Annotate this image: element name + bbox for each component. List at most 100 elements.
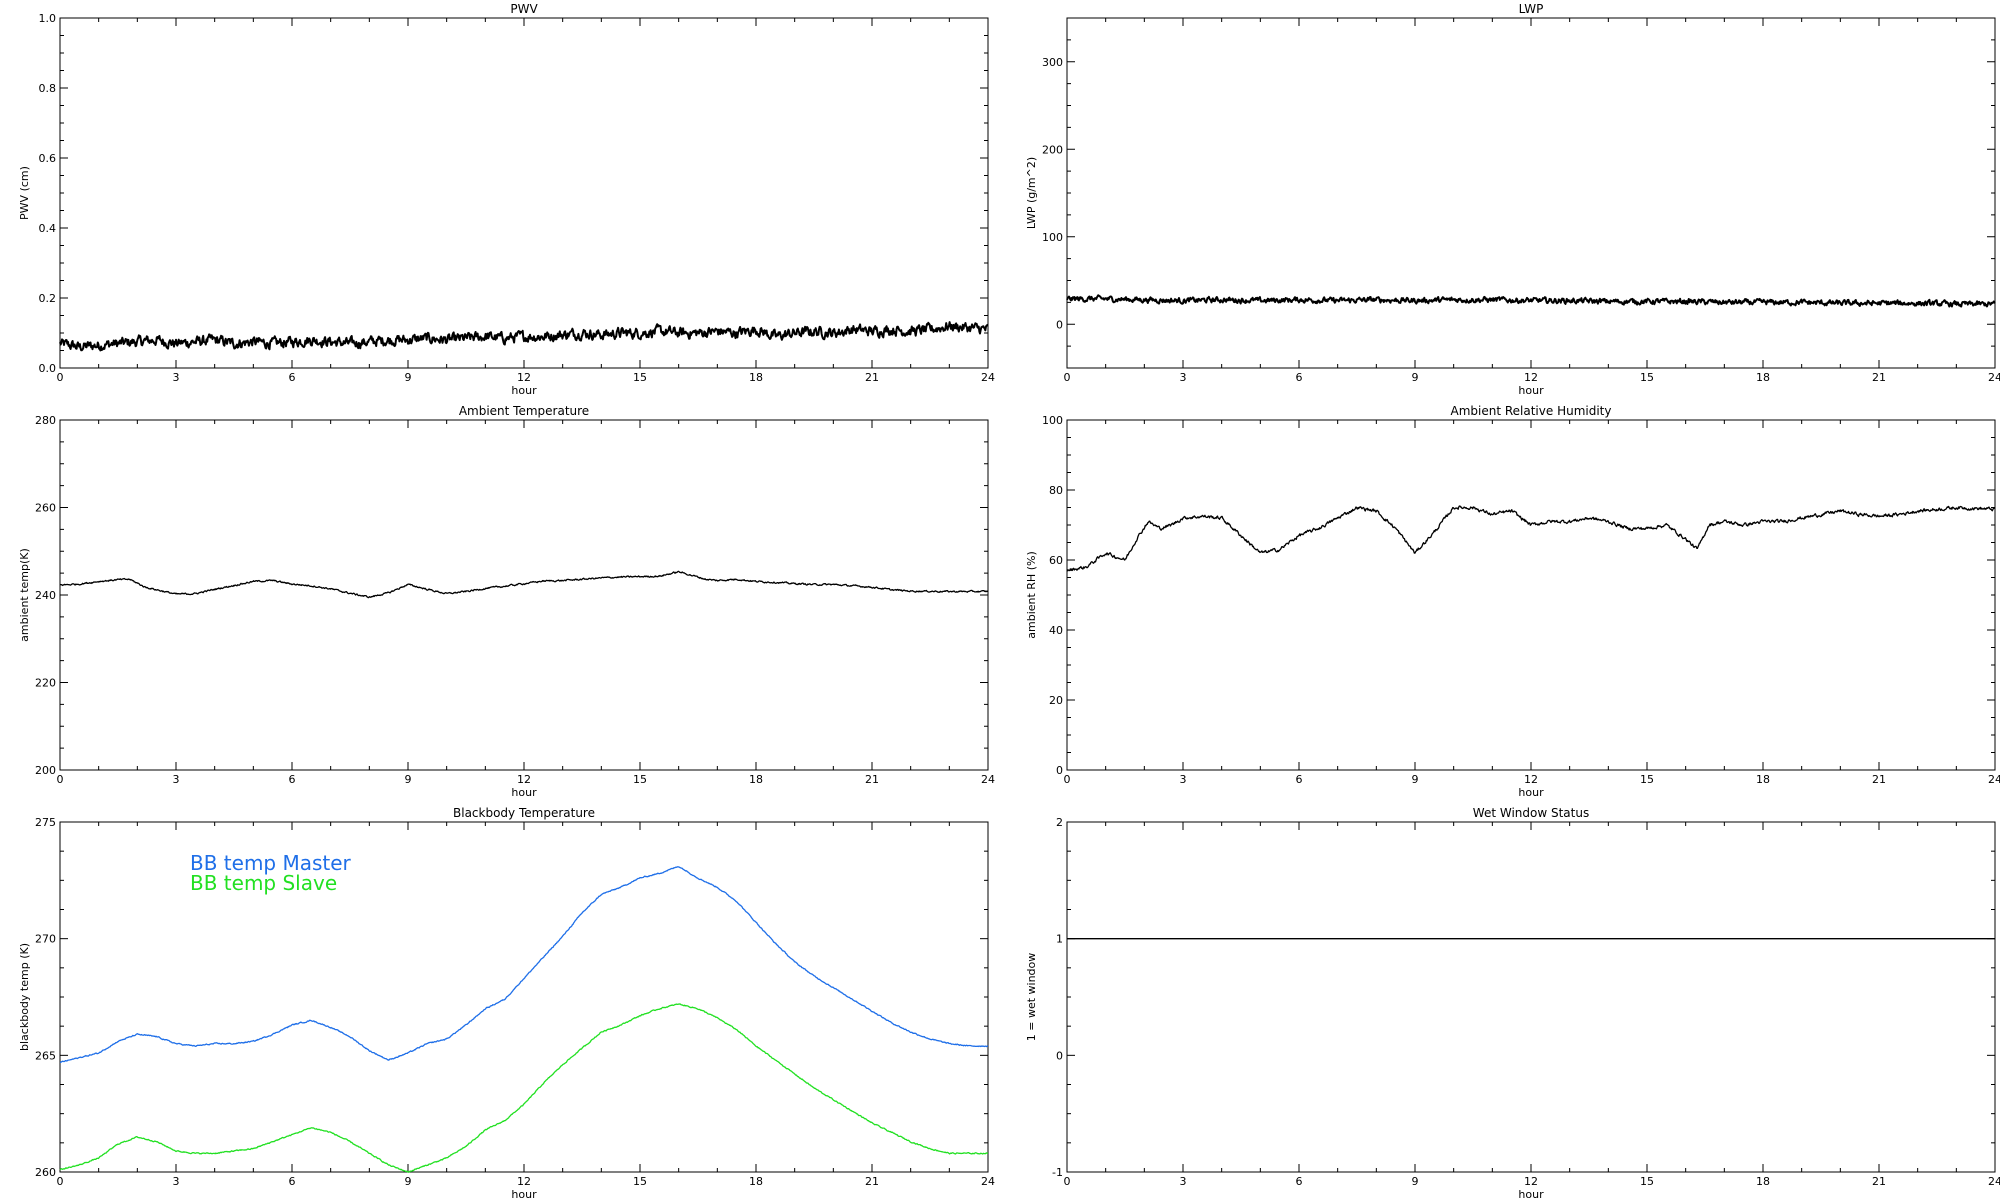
blackbody-temperature-x-tick-label: 21 <box>865 1175 879 1188</box>
wet-window-status-y-tick-label: -1 <box>1052 1166 1063 1179</box>
ambient-temperature-title: Ambient Temperature <box>459 404 589 418</box>
wet-window-status-x-axis-label: hour <box>1518 1188 1544 1200</box>
blackbody-temperature-y-tick-label: 270 <box>35 933 56 946</box>
ambient-relative-humidity-y-tick-label: 80 <box>1049 484 1063 497</box>
pwv-title: PWV <box>510 2 538 16</box>
pwv-y-tick-label: 0.8 <box>39 82 57 95</box>
ambient-temperature-plot-frame <box>59 419 989 771</box>
lwp-y-tick-label: 100 <box>1042 231 1063 244</box>
wet-window-status-x-tick-label: 18 <box>1756 1175 1770 1188</box>
lwp-x-tick-label: 12 <box>1524 371 1538 384</box>
lwp-x-tick-label: 3 <box>1180 371 1187 384</box>
pwv-y-tick-label: 0.4 <box>39 222 57 235</box>
lwp-title: LWP <box>1519 2 1544 16</box>
ambient-relative-humidity-x-tick-label: 12 <box>1524 773 1538 786</box>
ambient-relative-humidity-x-tick-label: 21 <box>1872 773 1886 786</box>
blackbody-temperature-legend-bb-temp-slave: BB temp Slave <box>190 871 337 895</box>
wet-window-status-y-axis-label: 1 = wet window <box>1025 953 1038 1042</box>
ambient-relative-humidity-y-tick-label: 60 <box>1049 554 1063 567</box>
ambient-temperature-x-tick-label: 6 <box>289 773 296 786</box>
ambient-relative-humidity-panel: Ambient Relative Humidity 0 3 6 9 12 15 18 21 24 0… <box>1025 404 2000 799</box>
lwp-x-tick-label: 24 <box>1988 371 2000 384</box>
lwp-x-tick-label: 15 <box>1640 371 1654 384</box>
ambient-temperature-x-tick-label: 15 <box>633 773 647 786</box>
blackbody-temperature-x-tick-label: 12 <box>517 1175 531 1188</box>
pwv-y-tick-label: 0.6 <box>39 152 57 165</box>
ambient-relative-humidity-x-tick-label: 18 <box>1756 773 1770 786</box>
pwv-panel: PWV 0 3 6 9 12 15 18 21 24 0.0 0.2 0.4 0.6 0.8 1.0 hour P… <box>18 2 995 397</box>
lwp-plot-frame <box>1066 17 1996 369</box>
ambient-temperature-y-axis-label: ambient temp(K) <box>18 548 31 642</box>
ambient-relative-humidity-y-tick-label: 40 <box>1049 624 1063 637</box>
ambient-relative-humidity-x-tick-label: 3 <box>1180 773 1187 786</box>
lwp-y-axis-label: LWP (g/m^2) <box>1025 157 1038 229</box>
ambient-relative-humidity-x-tick-label: 0 <box>1064 773 1071 786</box>
wet-window-status-x-tick-label: 6 <box>1296 1175 1303 1188</box>
lwp-panel: LWP 0 3 6 9 12 15 18 21 24 0 100 200 300 hour LWP (g/m^… <box>1025 2 2000 397</box>
blackbody-temperature-x-axis-label: hour <box>511 1188 537 1200</box>
wet-window-status-x-tick-label: 15 <box>1640 1175 1654 1188</box>
lwp-series-chart <box>1066 294 1996 308</box>
blackbody-temperature-title: Blackbody Temperature <box>453 806 595 820</box>
ambient-temperature-x-tick-label: 21 <box>865 773 879 786</box>
ambient-relative-humidity-y-tick-label: 0 <box>1056 764 1063 777</box>
ambient-temperature-y-tick-label: 200 <box>35 764 56 777</box>
pwv-y-tick-label: 0.0 <box>39 362 57 375</box>
pwv-y-tick-label: 1.0 <box>39 12 57 25</box>
ambient-relative-humidity-y-tick-label: 20 <box>1049 694 1063 707</box>
pwv-series-chart <box>59 321 989 352</box>
wet-window-status-x-tick-label: 24 <box>1988 1175 2000 1188</box>
blackbody-temperature-panel: Blackbody Temperature 0 3 6 9 12 15 18 21 24 260 26… <box>18 806 995 1200</box>
ambient-temperature-x-tick-label: 9 <box>405 773 412 786</box>
ambient-relative-humidity-x-tick-label: 24 <box>1988 773 2000 786</box>
lwp-x-axis-label: hour <box>1518 384 1544 397</box>
blackbody-temperature-x-tick-label: 6 <box>289 1175 296 1188</box>
wet-window-status-title: Wet Window Status <box>1473 806 1589 820</box>
ambient-temperature-x-tick-label: 18 <box>749 773 763 786</box>
pwv-plot-frame <box>59 17 989 369</box>
ambient-temperature-y-tick-label: 260 <box>35 502 56 515</box>
pwv-x-tick-label: 24 <box>981 371 995 384</box>
wet-window-status-x-tick-label: 12 <box>1524 1175 1538 1188</box>
blackbody-temperature-x-tick-label: 9 <box>405 1175 412 1188</box>
ambient-relative-humidity-y-axis-label: ambient RH (%) <box>1025 551 1038 639</box>
ambient-temperature-x-tick-label: 0 <box>57 773 64 786</box>
blackbody-temperature-x-tick-label: 18 <box>749 1175 763 1188</box>
ambient-temperature-x-tick-label: 3 <box>173 773 180 786</box>
ambient-relative-humidity-series-chart <box>1066 505 1996 572</box>
blackbody-temperature-x-tick-label: 3 <box>173 1175 180 1188</box>
wet-window-status-x-tick-label: 9 <box>1412 1175 1419 1188</box>
wet-window-status-y-tick-label: 1 <box>1056 933 1063 946</box>
lwp-x-tick-label: 18 <box>1756 371 1770 384</box>
pwv-x-tick-label: 12 <box>517 371 531 384</box>
ambient-temperature-x-tick-label: 24 <box>981 773 995 786</box>
blackbody-temperature-x-tick-label: 0 <box>57 1175 64 1188</box>
ambient-temperature-x-tick-label: 12 <box>517 773 531 786</box>
ambient-relative-humidity-plot-frame <box>1066 419 1996 771</box>
ambient-temperature-y-tick-label: 240 <box>35 589 56 602</box>
blackbody-temperature-y-tick-label: 260 <box>35 1166 56 1179</box>
blackbody-temperature-y-tick-label: 265 <box>35 1049 56 1062</box>
ambient-relative-humidity-y-tick-label: 100 <box>1042 414 1063 427</box>
lwp-x-tick-label: 21 <box>1872 371 1886 384</box>
wet-window-status-y-tick-label: 0 <box>1056 1049 1063 1062</box>
blackbody-temperature-series-bb-temp-slave <box>59 1003 988 1173</box>
ambient-temperature-series-chart <box>59 570 989 599</box>
wet-window-status-y-tick-label: 2 <box>1056 816 1063 829</box>
ambient-relative-humidity-title: Ambient Relative Humidity <box>1451 404 1612 418</box>
ambient-temperature-y-tick-label: 280 <box>35 414 56 427</box>
ambient-temperature-panel: Ambient Temperature 0 3 6 9 12 15 18 21 24 200 220 2… <box>18 404 995 799</box>
lwp-y-tick-label: 200 <box>1042 143 1063 156</box>
wet-window-status-plot-frame <box>1066 821 1996 1173</box>
wet-window-status-x-tick-label: 0 <box>1064 1175 1071 1188</box>
pwv-y-axis-label: PWV (cm) <box>18 166 31 220</box>
blackbody-temperature-x-tick-label: 15 <box>633 1175 647 1188</box>
lwp-y-tick-label: 300 <box>1042 56 1063 69</box>
ambient-temperature-y-tick-label: 220 <box>35 677 56 690</box>
wet-window-status-x-tick-label: 21 <box>1872 1175 1886 1188</box>
lwp-x-tick-label: 0 <box>1064 371 1071 384</box>
ambient-relative-humidity-x-tick-label: 6 <box>1296 773 1303 786</box>
blackbody-temperature-y-axis-label: blackbody temp (K) <box>18 943 31 1051</box>
